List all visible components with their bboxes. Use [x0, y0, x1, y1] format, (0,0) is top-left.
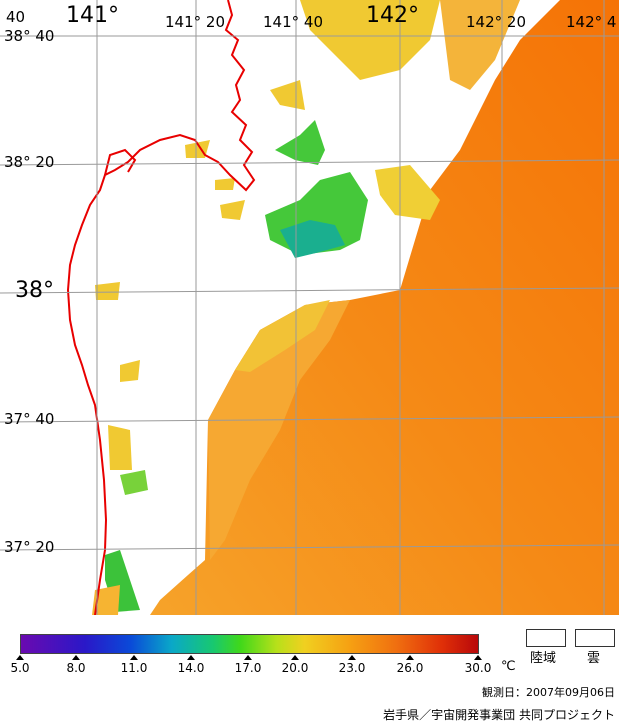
- colorbar-tick: [187, 655, 195, 660]
- observation-date: 観測日：2007年09月06日: [482, 686, 615, 699]
- colorbar-label-5: 5.0: [10, 661, 30, 675]
- coastal-yellow-6: [220, 200, 245, 220]
- colorbar-tick: [16, 655, 24, 660]
- edge-label: 40: [6, 8, 26, 26]
- coastal-yellow-1: [95, 282, 120, 300]
- lat-label-37-40: 37° 40: [4, 410, 55, 428]
- coastal-yellow-5: [215, 178, 235, 190]
- sst-map: 40 141° 141° 20 141° 40 142° 142° 20 142…: [0, 0, 619, 615]
- green-patch-small: [120, 470, 148, 495]
- colorbar-label-23: 23.0: [338, 661, 366, 675]
- lon-label-142-40: 142° 4: [566, 13, 617, 31]
- land-legend-swatch: [526, 629, 566, 647]
- colorbar-label-17: 17.0: [234, 661, 262, 675]
- north-east-patch: [440, 0, 520, 90]
- green-patch-north: [275, 120, 325, 165]
- colorbar-label-14: 14.0: [177, 661, 205, 675]
- cloud-legend-swatch: [575, 629, 615, 647]
- north-yellow-patch: [300, 0, 440, 80]
- colorbar-tick: [72, 655, 80, 660]
- cloud-legend-label: 雲: [587, 651, 601, 666]
- land-legend-label: 陸域: [530, 651, 557, 666]
- colorbar-label-8: 8.0: [66, 661, 86, 675]
- colorbar-tick: [130, 655, 138, 660]
- temperature-colorbar: [20, 634, 479, 654]
- lat-label-37-20: 37° 20: [4, 538, 55, 556]
- sst-map-canvas: [0, 0, 619, 615]
- coastal-yellow-2: [108, 425, 132, 470]
- colorbar-label-26: 26.0: [396, 661, 424, 675]
- graticule: [0, 0, 619, 615]
- colorbar-tick: [244, 655, 252, 660]
- footer-credit: 岩手県／宇宙開発事業団 共同プロジェクト: [383, 708, 615, 722]
- lon-label-141: 141°: [66, 3, 119, 28]
- colorbar-tick: [406, 655, 414, 660]
- lon-label-142: 142°: [366, 3, 419, 28]
- lat-label-38-40: 38° 40: [4, 27, 55, 45]
- lon-label-141-40: 141° 40: [263, 13, 323, 31]
- colorbar-tick: [291, 655, 299, 660]
- mid-yellow-patch: [375, 165, 440, 220]
- colorbar-tick: [348, 655, 356, 660]
- lat-label-38-20: 38° 20: [4, 153, 55, 171]
- lon-label-142-20: 142° 20: [466, 13, 526, 31]
- colorbar-tick: [474, 655, 482, 660]
- colorbar-label-20: 20.0: [281, 661, 309, 675]
- coastline: [66, 0, 256, 615]
- colorbar-label-11: 11.0: [120, 661, 148, 675]
- lon-label-141-20: 141° 20: [165, 13, 225, 31]
- coastal-yellow-3: [120, 360, 140, 382]
- colorbar-unit: ℃: [501, 659, 516, 674]
- lat-label-38: 38°: [15, 278, 54, 303]
- colorbar-label-30: 30.0: [464, 661, 492, 675]
- yellow-band: [235, 300, 330, 372]
